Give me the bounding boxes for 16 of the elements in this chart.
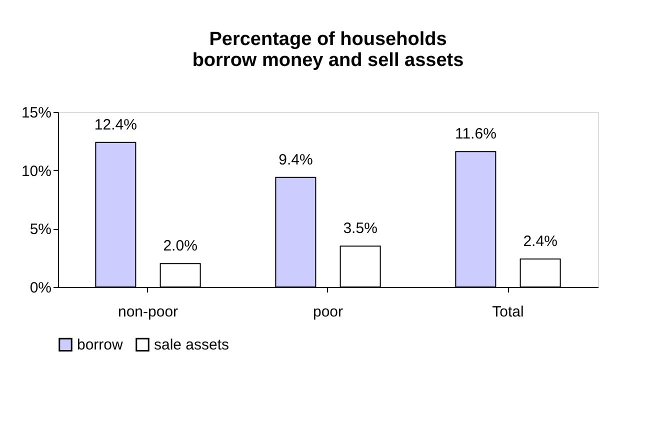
- chart-title: Percentage of households borrow money and sell assets: [192, 29, 464, 71]
- data-label: 2.0%: [163, 238, 198, 255]
- x-tick-label: poor: [312, 304, 344, 320]
- data-label: 9.4%: [278, 151, 313, 168]
- x-tick-label: Total: [492, 304, 524, 320]
- y-tick-label: 10%: [21, 162, 52, 180]
- y-tick-label: 0%: [30, 280, 52, 296]
- legend-label: sale assets: [154, 336, 230, 354]
- y-tick-label: 15%: [21, 104, 52, 122]
- data-label: 3.5%: [343, 220, 378, 238]
- x-tick-label: non-poor: [118, 304, 178, 320]
- y-tick-label: 5%: [30, 221, 52, 238]
- legend-label: borrow: [77, 336, 124, 354]
- data-label: 11.6%: [454, 126, 496, 143]
- data-label: 12.4%: [94, 116, 137, 134]
- data-label: 2.4%: [523, 233, 558, 250]
